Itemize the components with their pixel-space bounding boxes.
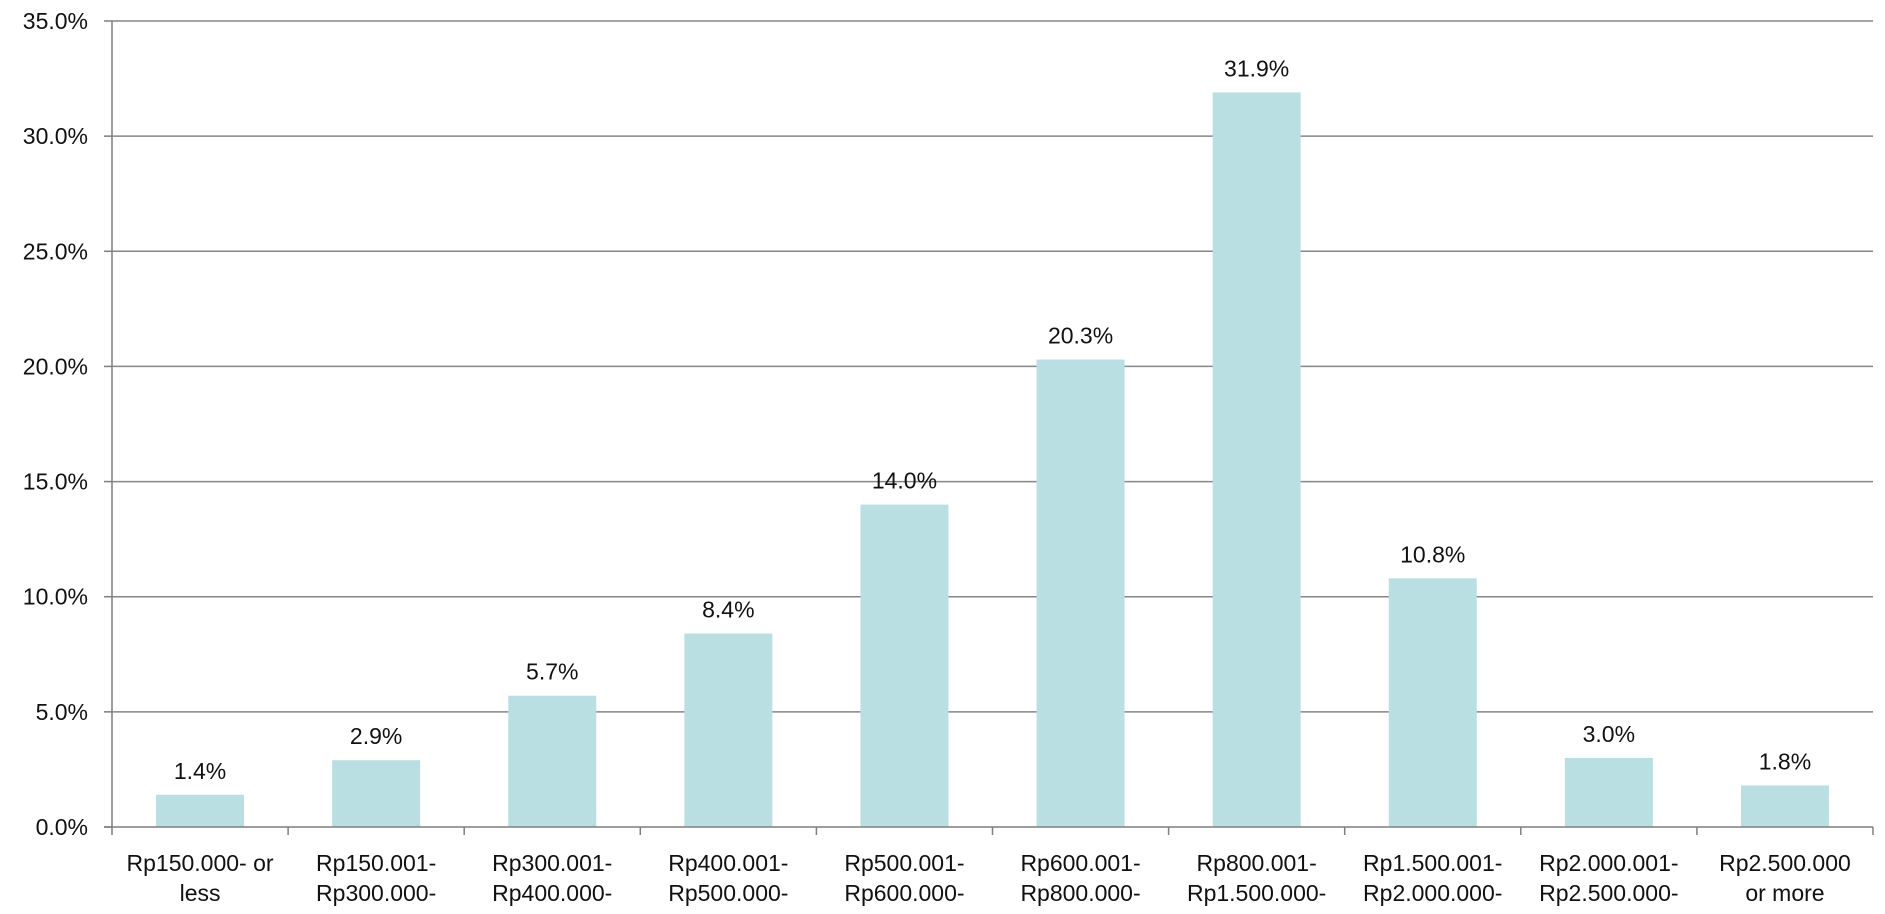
y-tick-label: 0.0%: [36, 814, 88, 840]
x-category-label: Rp800.001-: [1197, 850, 1317, 876]
bar: [860, 504, 949, 827]
y-axis-tick-labels: 0.0% 5.0% 10.0% 15.0% 20.0% 25.0% 30.0% 35.0%: [23, 8, 88, 840]
y-tick-label: 20.0%: [23, 353, 88, 379]
y-tick-label: 25.0%: [23, 238, 88, 264]
bar: [1212, 92, 1301, 828]
x-category-label: or more: [1745, 880, 1824, 906]
data-label: 20.3%: [1048, 323, 1113, 349]
data-label: 3.0%: [1583, 721, 1635, 747]
x-category-label: Rp2.000.000-: [1363, 880, 1502, 906]
x-category-label: Rp800.000-: [1020, 880, 1140, 906]
bar: [156, 794, 245, 827]
y-tick-label: 5.0%: [36, 699, 88, 725]
x-category-label: less: [180, 880, 221, 906]
x-category-label: Rp1.500.000-: [1187, 880, 1326, 906]
x-category-label: Rp2.500.000: [1719, 850, 1851, 876]
data-label: 14.0%: [872, 468, 937, 494]
x-category-label: Rp600.000-: [844, 880, 964, 906]
bars: [156, 92, 1829, 828]
y-tick-label: 15.0%: [23, 469, 88, 495]
x-category-label: Rp400.001-: [668, 850, 788, 876]
x-axis-category-labels: Rp150.000- or less Rp150.001- Rp300.000- Rp3…: [127, 850, 1851, 906]
y-tick-label: 10.0%: [23, 584, 88, 610]
data-label: 1.4%: [174, 758, 226, 784]
x-category-label: Rp300.001-: [492, 850, 612, 876]
x-category-label: Rp2.000.001-: [1539, 850, 1678, 876]
bar: [1564, 757, 1653, 827]
x-category-label: Rp150.001-: [316, 850, 436, 876]
bar: [508, 695, 597, 827]
data-label: 5.7%: [526, 659, 578, 685]
axes: [104, 20, 1874, 835]
x-category-label: Rp300.000-: [316, 880, 436, 906]
bar: [1740, 785, 1829, 827]
data-label: 10.8%: [1400, 541, 1465, 567]
data-label: 8.4%: [702, 597, 754, 623]
bar: [684, 633, 773, 827]
data-label: 2.9%: [350, 723, 402, 749]
x-category-label: Rp1.500.001-: [1363, 850, 1502, 876]
gridlines: [112, 20, 1873, 713]
y-tick-label: 35.0%: [23, 8, 88, 34]
data-label: 1.8%: [1759, 749, 1811, 775]
x-category-label: Rp400.000-: [492, 880, 612, 906]
x-category-label: Rp500.000-: [668, 880, 788, 906]
bar: [1388, 578, 1477, 827]
x-category-label: Rp500.001-: [844, 850, 964, 876]
data-labels: 1.4% 2.9% 5.7% 8.4% 14.0% 20.3% 31.9% 10.8% 3.0%…: [174, 55, 1811, 783]
x-category-label: Rp600.001-: [1020, 850, 1140, 876]
bar: [332, 760, 421, 827]
x-category-label: Rp2.500.000-: [1539, 880, 1678, 906]
x-category-label: Rp150.000- or: [127, 850, 274, 876]
data-label: 31.9%: [1224, 55, 1289, 81]
y-tick-label: 30.0%: [23, 123, 88, 149]
bar: [1036, 359, 1125, 827]
